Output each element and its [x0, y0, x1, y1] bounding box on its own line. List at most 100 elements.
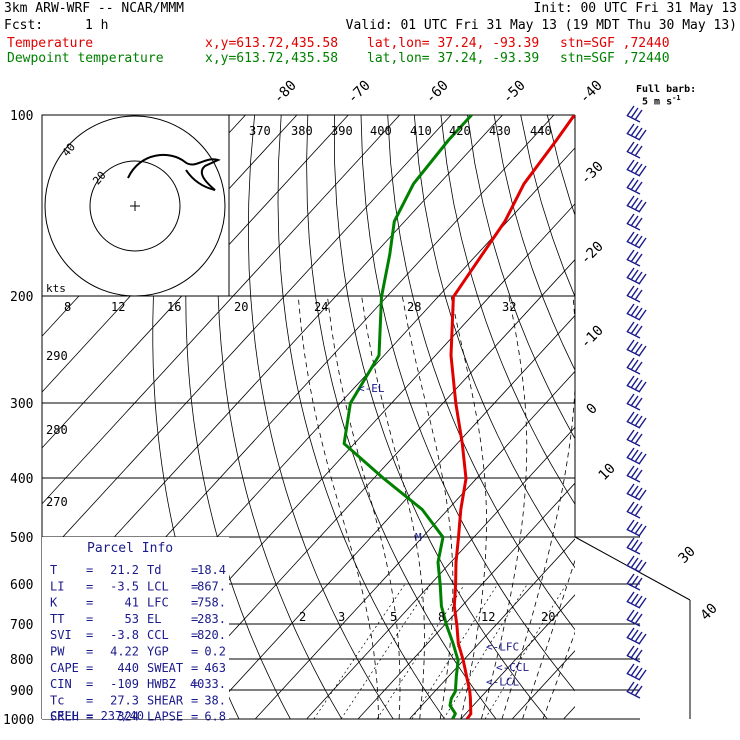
wind-barb [626, 321, 643, 339]
parcel-value: -109 [110, 677, 139, 691]
wind-barb-flag [626, 555, 635, 567]
isotherm [409, 538, 575, 719]
pressure-label: 1000 [3, 713, 34, 728]
parcel-marker: <-LFC [486, 640, 519, 653]
wind-barb-staff [626, 420, 641, 429]
wind-barb-flag [634, 577, 643, 589]
wind-barb-flag [634, 685, 643, 697]
mixing-ratio-label: 3 [338, 610, 345, 624]
theta-e-label: 20 [234, 300, 248, 314]
wind-barb-flag [626, 393, 635, 405]
wind-barb-flag [630, 305, 639, 317]
dry-adiabat [440, 115, 575, 505]
theta-label-top: 400 [370, 124, 392, 138]
wind-barb-flag [626, 519, 635, 531]
parcel-value: 463 [204, 661, 226, 675]
wind-barb-flag [634, 325, 643, 337]
wind-barb-flag [630, 359, 639, 371]
wind-barb-flag [630, 251, 639, 263]
mixing-ratio-label: 12 [481, 610, 495, 624]
wind-barb-flag [638, 201, 647, 213]
wind-barb [626, 519, 647, 537]
wind-barb-staff [626, 204, 641, 213]
dewpoint-latlon: lat,lon= 37.24, -93.39 [367, 51, 540, 66]
wind-barb-flag [626, 645, 635, 657]
parcel-value: 758. [197, 596, 226, 610]
wind-barb-staff [626, 492, 641, 501]
wind-barb-flag [626, 501, 635, 513]
parcel-key: LCL [147, 579, 169, 593]
wind-barb-flag [630, 431, 639, 443]
barb-legend-title: Full barb: [636, 84, 697, 95]
parcel-eq: = [191, 693, 198, 707]
wind-barb-flag [626, 357, 635, 369]
parcel-key: CIN [50, 677, 72, 691]
parcel-key: HWBZ [147, 677, 176, 691]
parcel-eq: = [86, 612, 93, 626]
wind-barb-flag [638, 525, 647, 537]
moist-adiabat [481, 296, 528, 719]
parcel-value: 820. [197, 628, 226, 642]
wind-barb-flag [634, 217, 643, 229]
wind-barb-staff [626, 258, 641, 267]
dewpoint-station: stn=SGF ,72440 [560, 51, 670, 66]
wind-barb-flag [634, 595, 643, 607]
wind-barb-flag [634, 631, 643, 643]
theta-e-label: 12 [111, 300, 125, 314]
wind-barb-staff [626, 546, 641, 555]
wind-barb [626, 213, 643, 231]
wind-barb-staff [626, 276, 641, 285]
wind-barb-flag [626, 483, 635, 495]
wind-barb [626, 123, 647, 141]
dry-adiabat [467, 115, 575, 440]
wind-barb-flag [634, 541, 643, 553]
parcel-eq: = [191, 596, 198, 610]
wind-barb-staff [626, 366, 641, 375]
parcel-key: EL [147, 612, 161, 626]
theta-label-top: 390 [331, 124, 353, 138]
wind-barb-staff [626, 654, 641, 663]
pressure-label: 700 [10, 618, 33, 633]
wind-barb-flag [634, 181, 643, 193]
parcel-value: -3.8 [110, 628, 139, 642]
wind-barb-flag [626, 429, 635, 441]
wind-barb-flag [634, 451, 643, 463]
parcel-eq: = [191, 628, 198, 642]
wind-barb-flag [638, 237, 647, 249]
parcel-marker: M [415, 531, 422, 544]
parcel-value: 4.22 [110, 645, 139, 659]
theta-e-label: 8 [64, 300, 71, 314]
wind-barb-flag [634, 127, 643, 139]
pressure-label: 400 [10, 472, 33, 487]
wind-barb-flag [626, 213, 635, 225]
parcel-value: 6.8 [204, 710, 226, 724]
dewpoint-xy: x,y=613.72,435.58 [205, 51, 339, 66]
theta-e-label: 16 [167, 300, 181, 314]
moist-adiabat [297, 296, 379, 719]
pressure-label: 500 [10, 531, 33, 546]
wind-barb-flag [638, 381, 647, 393]
wind-barb-flag [638, 633, 647, 645]
wind-barb-staff [626, 312, 641, 321]
wind-barb [626, 681, 643, 699]
parcel-value: 4033. [190, 677, 226, 691]
wind-barb-staff [626, 186, 641, 195]
wind-barb-flag [626, 141, 635, 153]
wind-barb-staff [626, 618, 641, 627]
wind-barb-flag [634, 397, 643, 409]
wind-barb-flag [634, 649, 643, 661]
parcel-marker: <-CCL [496, 661, 529, 674]
wind-barb-flag [626, 231, 635, 243]
wind-barb-flag [638, 129, 647, 141]
wind-barb-flag [626, 321, 635, 333]
wind-barb [626, 537, 643, 555]
wind-barb-flag [630, 323, 639, 335]
temperature-xy: x,y=613.72,435.58 [205, 36, 339, 51]
wind-barb-flag [626, 339, 635, 351]
moist-adiabat [402, 296, 454, 719]
wind-barb-staff [626, 456, 641, 465]
wind-barb-staff [626, 384, 641, 393]
wind-barb-flag [630, 197, 639, 209]
hodograph-ring-40 [44, 115, 226, 297]
isotherm [203, 314, 575, 719]
